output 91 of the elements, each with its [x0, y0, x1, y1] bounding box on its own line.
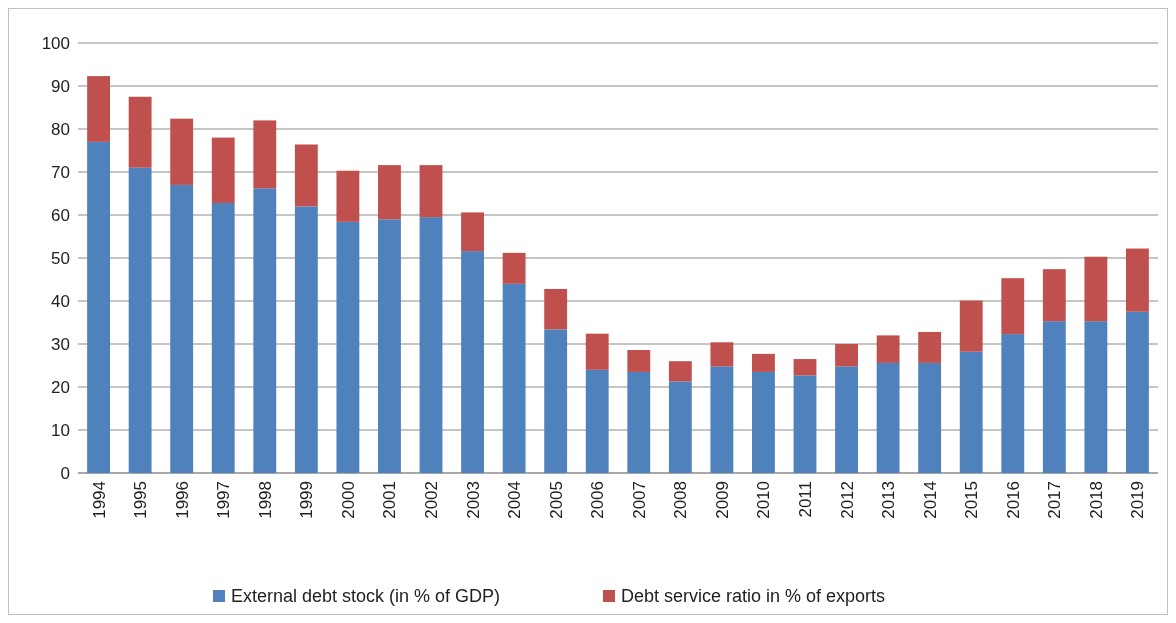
y-tick-label: 0 [60, 463, 70, 483]
bar [959, 300, 983, 352]
y-tick-label: 40 [51, 291, 70, 311]
x-tick-label: 1994 [89, 481, 109, 519]
bar [585, 333, 609, 370]
x-tick-label: 2015 [962, 481, 982, 519]
bar [1001, 278, 1025, 335]
bar [793, 375, 817, 473]
bar [502, 283, 526, 473]
bar [544, 329, 568, 473]
bar [959, 351, 983, 473]
bar [253, 188, 277, 473]
x-tick-label: 2002 [421, 481, 441, 519]
bar [211, 137, 235, 203]
legend-label: Debt service ratio in % of exports [621, 586, 886, 607]
bar [1042, 321, 1066, 473]
bar [1001, 334, 1025, 473]
bar [294, 206, 318, 473]
x-tick-label: 1999 [297, 481, 317, 519]
bar [378, 165, 401, 220]
x-tick-label: 2005 [546, 481, 566, 519]
bar [253, 120, 277, 189]
bar [1042, 269, 1066, 322]
x-tick-label: 2016 [1003, 481, 1023, 519]
y-tick-label: 30 [51, 334, 70, 354]
x-tick-label: 2007 [629, 481, 649, 519]
y-tick-label: 90 [51, 76, 70, 96]
y-tick-label: 50 [51, 248, 70, 268]
legend-label: External debt stock (in % of GDP) [231, 586, 501, 607]
bar [419, 217, 443, 473]
bar [710, 342, 734, 367]
bar [336, 170, 360, 222]
y-tick-label: 20 [51, 377, 70, 397]
x-tick-label: 2017 [1045, 481, 1065, 519]
bar [835, 344, 858, 367]
y-tick-label: 70 [51, 162, 70, 182]
x-tick-label: 2010 [754, 481, 774, 519]
x-tick-label: 2018 [1086, 481, 1106, 519]
bar [170, 184, 194, 473]
x-tick-label: 2013 [879, 481, 899, 519]
bar [585, 369, 609, 473]
bar [1084, 321, 1108, 473]
bar [752, 371, 775, 473]
bar [1084, 256, 1108, 322]
bar [87, 76, 110, 142]
bar [378, 219, 401, 473]
bar [835, 366, 858, 473]
bar [627, 371, 651, 473]
bar [419, 165, 443, 218]
y-tick-label: 80 [51, 119, 70, 139]
bar [211, 202, 235, 473]
bar [668, 361, 692, 382]
x-tick-label: 2000 [338, 481, 358, 519]
x-tick-label: 2014 [920, 481, 940, 519]
bar [87, 141, 110, 473]
x-tick-label: 2001 [380, 481, 400, 519]
x-tick-label: 1997 [214, 481, 234, 519]
bar [502, 252, 526, 284]
bar [752, 353, 775, 372]
bar [710, 366, 734, 473]
bar [544, 288, 568, 330]
bar [918, 362, 942, 473]
bar [294, 144, 318, 207]
bar [128, 167, 152, 473]
y-tick-label: 100 [41, 33, 70, 53]
x-tick-label: 1995 [131, 481, 151, 519]
x-tick-label: 2008 [671, 481, 691, 519]
bar [461, 251, 484, 473]
x-tick-label: 2009 [712, 481, 732, 519]
y-tick-label: 60 [51, 205, 70, 225]
bar [627, 350, 651, 372]
x-tick-label: 2012 [837, 481, 857, 519]
x-tick-label: 2019 [1128, 481, 1148, 519]
bar [170, 118, 194, 185]
x-tick-label: 2011 [795, 481, 815, 518]
bar [128, 96, 152, 168]
bar [918, 331, 942, 363]
bar [668, 381, 692, 473]
bar [461, 212, 484, 252]
x-tick-label: 1998 [255, 481, 275, 519]
x-tick-label: 2006 [588, 481, 608, 519]
y-tick-label: 10 [51, 420, 70, 440]
bar [876, 335, 900, 363]
bar [876, 362, 900, 473]
x-tick-label: 2003 [463, 481, 483, 519]
x-tick-label: 1996 [172, 481, 192, 519]
bar [1126, 248, 1149, 312]
bar [793, 359, 817, 376]
x-tick-label: 2004 [505, 481, 525, 519]
bar [1126, 311, 1149, 473]
bar [336, 221, 360, 473]
